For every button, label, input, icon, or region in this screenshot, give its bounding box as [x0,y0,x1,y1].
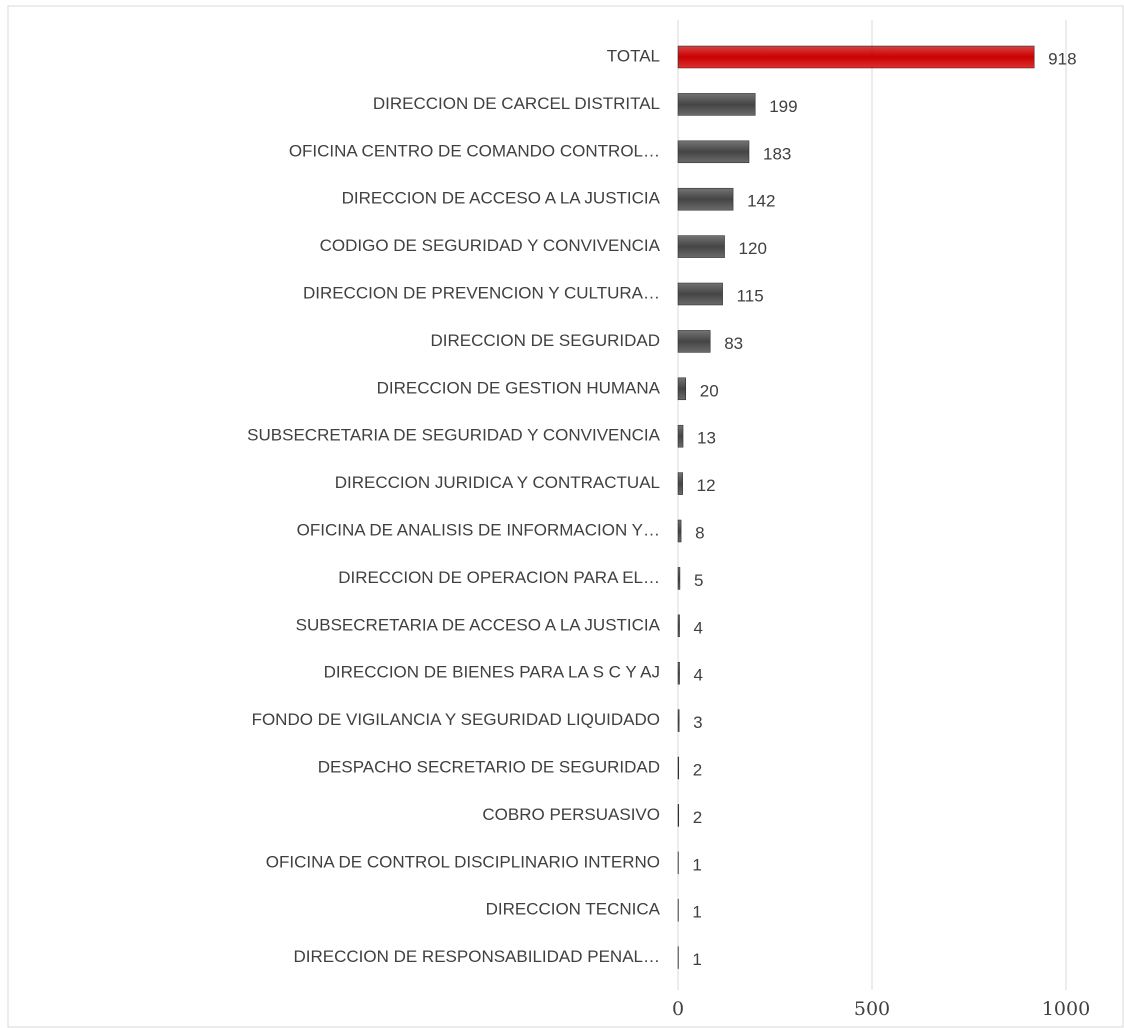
bar [677,187,734,211]
bar [677,235,725,258]
bar [677,282,723,306]
data-label: 4 [694,618,703,637]
data-label: 13 [697,429,716,448]
bar [677,377,687,401]
data-label: 1 [692,855,701,874]
y-tick-label: CODIGO DE SEGURIDAD Y CONVIVENCIA [320,236,661,255]
y-tick-label: DIRECCION DE GESTION HUMANA [377,378,661,397]
bar [677,140,750,164]
bar [677,424,684,448]
data-label: 918 [1048,49,1076,68]
y-tick-label: DIRECCION DE PREVENCION Y CULTURA… [303,283,660,302]
y-tick-label: DIRECCION DE BIENES PARA LA S C Y AJ [324,663,660,682]
x-tick-label: 500 [854,998,890,1020]
bar [677,45,1035,69]
data-label: 199 [769,97,797,116]
data-label: 183 [763,144,791,163]
bar [677,661,680,685]
bar [677,567,681,590]
y-tick-label: DIRECCION JURIDICA Y CONTRACTUAL [335,473,660,492]
y-tick-label: SUBSECRETARIA DE SEGURIDAD Y CONVIVENCIA [247,426,660,445]
y-tick-label: DESPACHO SECRETARIO DE SEGURIDAD [318,757,660,776]
y-tick-label: TOTAL [607,46,660,65]
bar [677,614,680,638]
data-label: 83 [724,334,743,353]
y-tick-label: DIRECCION DE SEGURIDAD [430,331,660,350]
y-tick-label: DIRECCION DE ACCESO A LA JUSTICIA [342,189,661,208]
data-label: 20 [700,381,719,400]
chart-frame [7,5,1124,1028]
bar [677,93,756,116]
bar [677,472,683,495]
y-tick-label: DIRECCION DE OPERACION PARA EL… [338,568,660,587]
y-tick-label: FONDO DE VIGILANCIA Y SEGURIDAD LIQUIDAD… [252,710,660,729]
data-label: 2 [693,808,702,827]
data-label: 2 [693,760,702,779]
y-tick-label: OFICINA DE CONTROL DISCIPLINARIO INTERNO [266,852,660,871]
bar [677,709,680,732]
y-tick-label: OFICINA CENTRO DE COMANDO CONTROL… [289,141,660,160]
data-label: 8 [695,523,704,542]
data-label: 120 [739,239,767,258]
data-label: 115 [737,286,764,305]
data-label: 4 [694,666,703,685]
x-tick-label: 1000 [1042,998,1090,1020]
data-label: 3 [693,713,702,732]
y-tick-label: DIRECCION TECNICA [486,900,661,919]
bar [677,756,680,780]
data-label: 1 [692,950,701,969]
data-label: 12 [697,476,716,495]
y-tick-label: OFICINA DE ANALISIS DE INFORMACION Y… [297,520,660,539]
bar [677,804,680,827]
data-label: 142 [747,192,775,211]
x-tick-label: 0 [672,998,684,1020]
y-tick-label: DIRECCION DE CARCEL DISTRITAL [373,94,660,113]
bar [677,330,711,353]
y-tick-label: SUBSECRETARIA DE ACCESO A LA JUSTICIA [296,615,661,634]
y-tick-label: COBRO PERSUASIVO [482,805,660,824]
data-label: 1 [692,903,701,922]
bar [677,519,682,543]
data-label: 5 [694,571,703,590]
y-tick-label: DIRECCION DE RESPONSABILIDAD PENAL… [293,947,660,966]
